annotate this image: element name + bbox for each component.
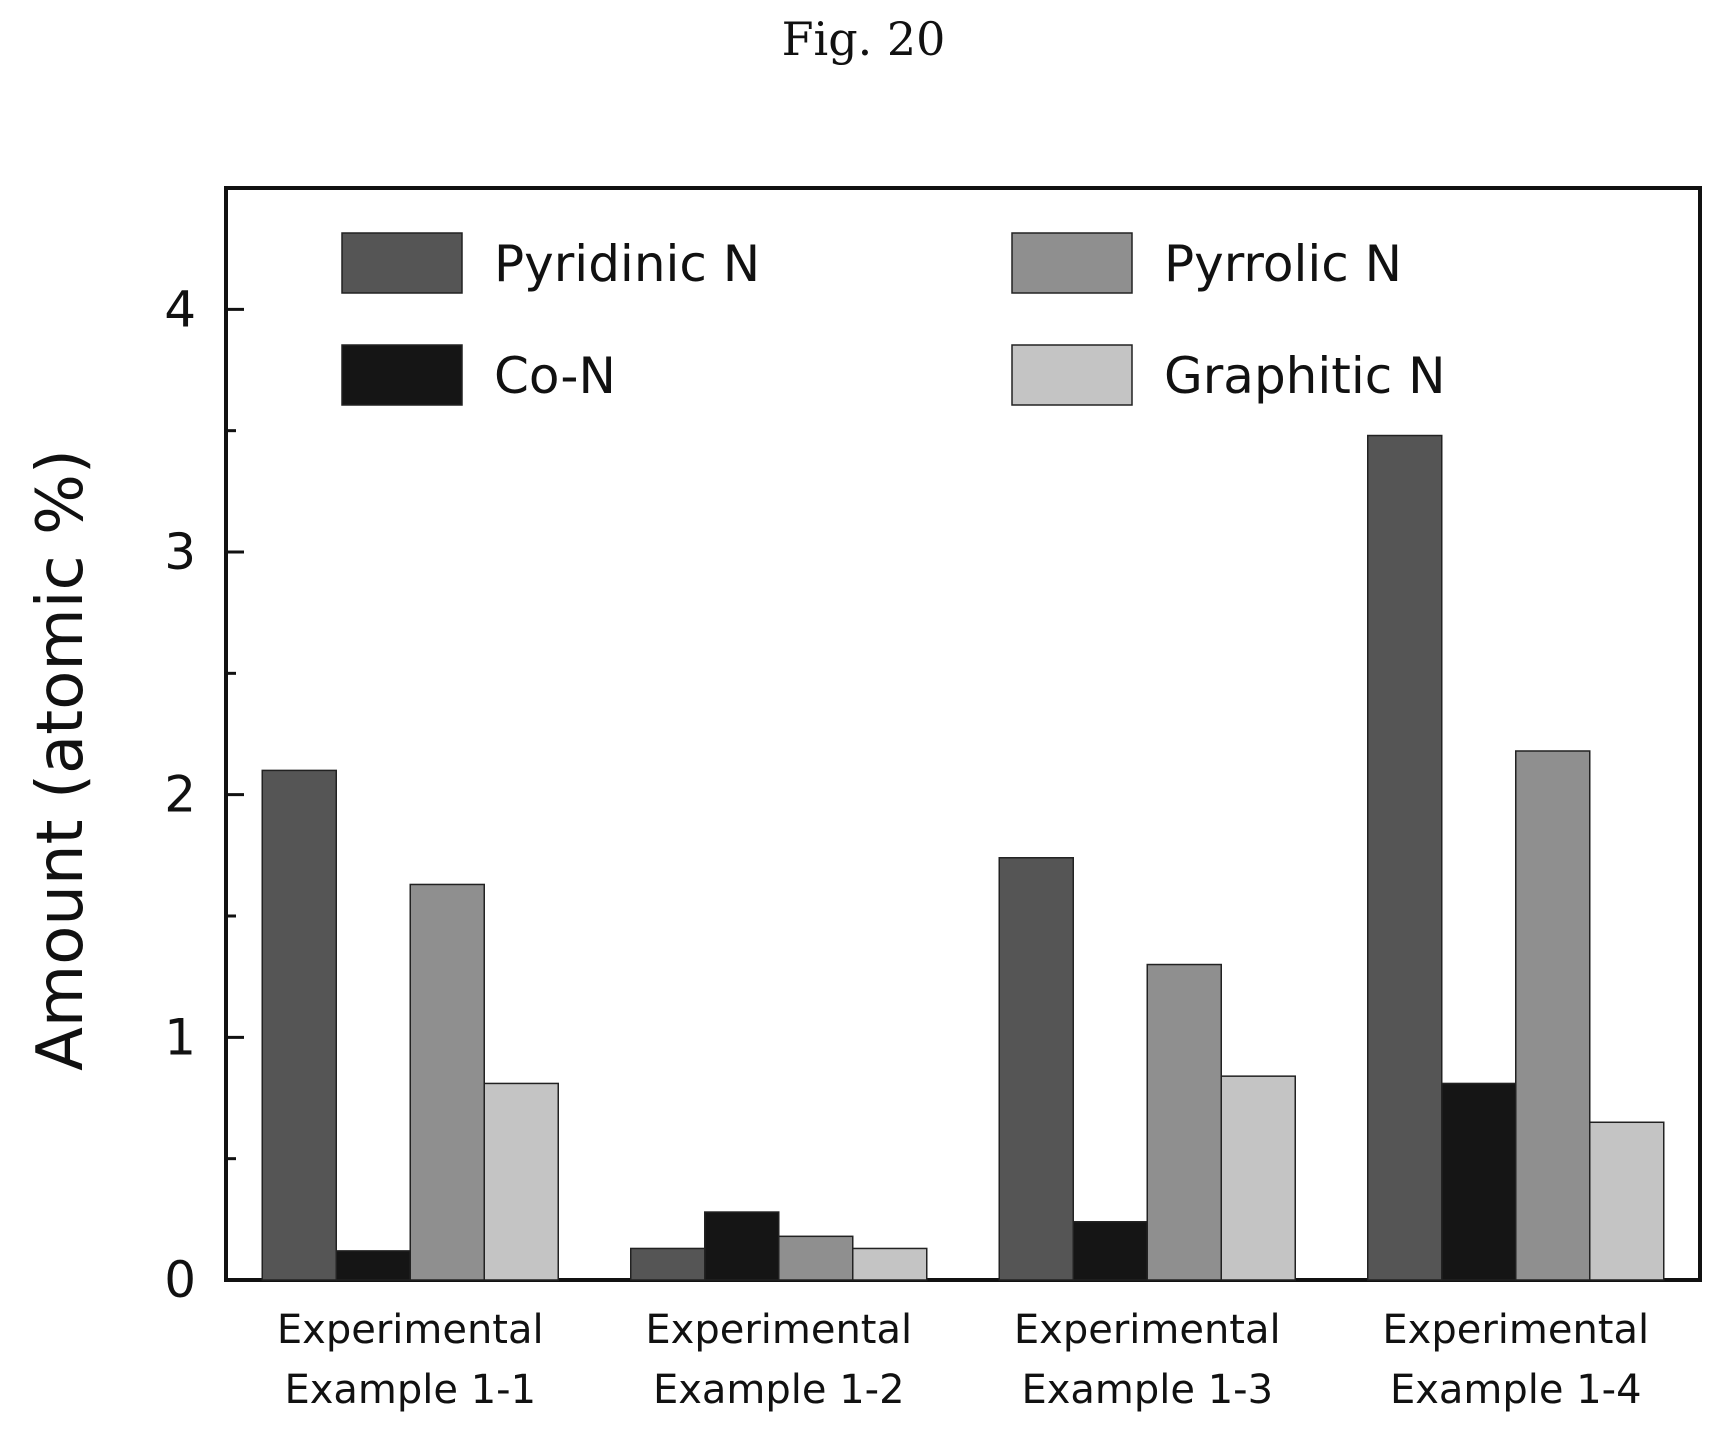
bar [1220,1075,1296,1281]
x-tick-label: Experimental [1382,1307,1649,1353]
y-tick-label: 4 [164,280,196,338]
y-tick-label: 1 [164,1008,196,1066]
legend-item: Pyrrolic N [1011,232,1402,294]
figure-title: Fig. 20 [781,12,946,66]
x-tick-label: Experimental [277,1307,544,1353]
legend-swatch [1011,232,1133,294]
x-tick-label: Example 1-3 [1021,1367,1273,1413]
legend-swatch [1011,344,1133,406]
bar [1441,1082,1517,1281]
bar [1146,963,1222,1281]
y-axis: 0 1 2 3 4 [164,186,244,1309]
bar [1072,1221,1148,1281]
plot-frame [224,186,1702,1282]
legend-swatch [341,232,463,294]
legend-label: Pyrrolic N [1164,235,1402,293]
bar [704,1211,780,1281]
x-axis: Experimental Example 1-1 Experimental Examp… [277,1307,1649,1413]
bar [409,883,485,1281]
bar [998,857,1074,1281]
legend-swatch [341,344,463,406]
x-tick-label: Experimental [645,1307,912,1353]
bar [778,1235,854,1281]
legend-item: Pyridinic N [341,232,760,294]
x-tick-label: Example 1-2 [653,1367,905,1413]
legend: Pyridinic N Co-N Pyrrolic N Graphitic N [341,232,1446,406]
x-tick-label: Experimental [1014,1307,1281,1353]
bars [261,434,1665,1281]
y-tick-label: 3 [164,523,196,581]
legend-label: Co-N [494,347,616,405]
bar [483,1082,559,1281]
plot-area [224,186,1702,1282]
bar [630,1247,706,1281]
legend-label: Graphitic N [1164,347,1446,405]
bar [335,1250,411,1281]
bar [1367,434,1443,1281]
y-axis-title: Amount (atomic %) [24,449,98,1071]
legend-item: Graphitic N [1011,344,1446,406]
bar [852,1247,928,1281]
bar [1515,750,1591,1281]
x-tick-label: Example 1-1 [284,1367,536,1413]
bar [1589,1121,1665,1281]
legend-item: Co-N [341,344,616,406]
x-tick-label: Example 1-4 [1390,1367,1642,1413]
y-tick-label: 2 [164,766,196,824]
bar [261,769,337,1281]
legend-label: Pyridinic N [494,235,760,293]
y-tick-label: 0 [164,1251,196,1309]
